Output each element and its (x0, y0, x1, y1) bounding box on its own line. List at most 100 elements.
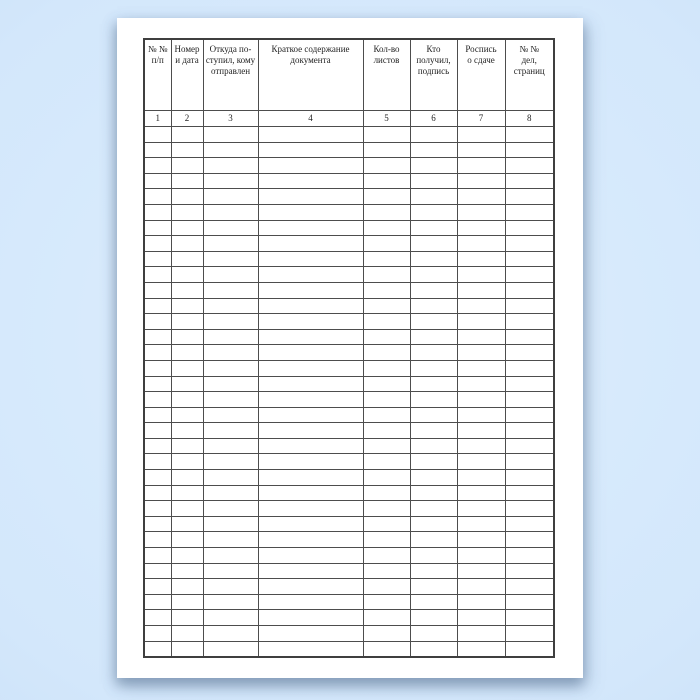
table-cell (409, 578, 458, 595)
table-cell (409, 250, 458, 268)
table-cell (409, 391, 458, 408)
table-cell (456, 375, 506, 393)
table-cell (170, 640, 204, 658)
table-cell (504, 422, 555, 439)
table-cell (257, 578, 364, 595)
table-cell (362, 625, 411, 642)
table-row (143, 515, 555, 533)
column-number-row: 1 2 3 4 5 6 7 8 (143, 110, 555, 127)
table-cell (202, 484, 259, 502)
table-cell (362, 281, 411, 299)
table-cell (504, 437, 555, 455)
table-row (143, 562, 555, 580)
table-cell (202, 172, 259, 190)
table-cell (257, 219, 364, 237)
table-cell (143, 531, 172, 549)
table-cell (202, 469, 259, 486)
table-cell (257, 640, 364, 658)
column-header-receiver: Кто получил, подпись (409, 38, 458, 111)
table-cell (362, 422, 411, 439)
table-cell (456, 281, 506, 299)
table-row (143, 625, 555, 642)
table-cell (143, 313, 172, 330)
table-cell (143, 578, 172, 595)
table-cell (257, 250, 364, 268)
table-cell (143, 157, 172, 174)
table-cell (504, 297, 555, 315)
table-cell (257, 126, 364, 143)
table-cell (409, 281, 458, 299)
table-cell (362, 297, 411, 315)
table-cell (456, 250, 506, 268)
table-cell (170, 391, 204, 408)
table-cell (170, 578, 204, 595)
table-cell (257, 235, 364, 252)
table-cell (504, 250, 555, 268)
column-number-6: 6 (409, 110, 458, 127)
table-cell (362, 484, 411, 502)
table-cell (202, 593, 259, 611)
table-cell (362, 157, 411, 174)
table-cell (170, 344, 204, 361)
table-cell (504, 391, 555, 408)
table-cell (257, 453, 364, 471)
table-cell (170, 406, 204, 424)
table-cell (202, 375, 259, 393)
table-cell (504, 500, 555, 517)
table-cell (362, 235, 411, 252)
table-cell (362, 188, 411, 205)
table-cell (170, 219, 204, 237)
table-cell (456, 313, 506, 330)
table-cell (257, 359, 364, 377)
table-cell (143, 126, 172, 143)
table-cell (409, 547, 458, 564)
table-cell (202, 126, 259, 143)
table-cell (202, 609, 259, 626)
table-cell (456, 188, 506, 205)
table-cell (170, 328, 204, 346)
table-row (143, 172, 555, 190)
table-cell (409, 266, 458, 283)
table-cell (409, 313, 458, 330)
table-cell (202, 531, 259, 549)
table-cell (202, 266, 259, 283)
table-row (143, 375, 555, 393)
table-cell (170, 547, 204, 564)
table-cell (202, 344, 259, 361)
table-cell (504, 531, 555, 549)
table-row (143, 484, 555, 502)
table-cell (170, 515, 204, 533)
table-cell (456, 297, 506, 315)
table-cell (456, 484, 506, 502)
table-cell (170, 375, 204, 393)
table-cell (143, 344, 172, 361)
table-row (143, 126, 555, 143)
table-cell (143, 250, 172, 268)
table-row (143, 609, 555, 626)
table-cell (143, 391, 172, 408)
table-cell (362, 609, 411, 626)
table-cell (362, 141, 411, 159)
table-cell (170, 281, 204, 299)
table-cell (170, 141, 204, 159)
column-number-4: 4 (257, 110, 364, 127)
column-number-3: 3 (202, 110, 259, 127)
table-cell (202, 188, 259, 205)
table-cell (409, 126, 458, 143)
table-cell (202, 578, 259, 595)
table-cell (456, 469, 506, 486)
column-header-summary: Краткое содержание документа (257, 38, 364, 111)
table-cell (257, 203, 364, 221)
table-cell (362, 640, 411, 658)
table-cell (504, 484, 555, 502)
table-cell (456, 157, 506, 174)
table-row (143, 141, 555, 159)
table-cell (170, 562, 204, 580)
table-cell (456, 328, 506, 346)
table-cell (504, 235, 555, 252)
table-cell (409, 328, 458, 346)
column-header-number-date: Номер и дата (170, 38, 204, 111)
table-cell (362, 391, 411, 408)
table-cell (362, 266, 411, 283)
table-cell (257, 344, 364, 361)
